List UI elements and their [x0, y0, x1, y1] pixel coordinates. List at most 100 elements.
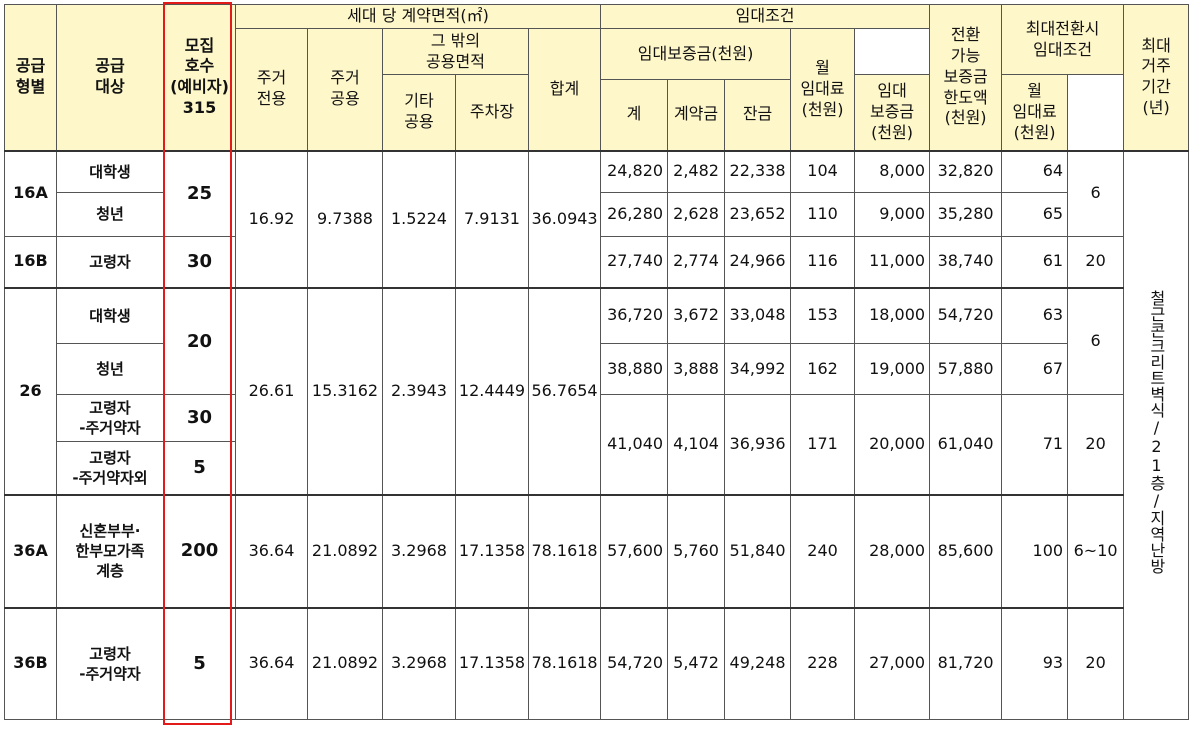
header-total-area: 합계 — [527, 28, 602, 151]
count-cell: 5 — [163, 441, 236, 495]
target-cell: 대학생 — [56, 149, 164, 193]
total-area-cell: 78.1618 — [527, 493, 602, 608]
header-deposit-contract: 계약금 — [667, 79, 726, 151]
deposit-total-cell: 26,280 — [600, 192, 669, 237]
header-deposit-total: 계 — [600, 79, 669, 151]
deposit-total-cell: 41,040 — [600, 394, 669, 495]
total-area-cell: 56.7654 — [527, 286, 602, 495]
header-deposit-group: 임대보증금(천원) — [600, 28, 792, 80]
count-cell: 200 — [163, 493, 236, 608]
res-common-cell: 15.3162 — [307, 286, 383, 495]
max-rent-cell: 67 — [1001, 343, 1069, 395]
monthly-rent-cell: 228 — [790, 606, 856, 720]
header-parking: 주차장 — [455, 74, 529, 151]
count-cell: 20 — [163, 286, 236, 395]
other-common-cell: 1.5224 — [382, 149, 456, 288]
rental-conditions-table: 공급 형별 공급 대상 모집 호수 (예비자) 315 세대 당 계약면적(㎡)… — [4, 4, 1190, 720]
header-conversion-limit: 전환 가능 보증금 한도액 (천원) — [929, 4, 1003, 151]
target-cell: 청년 — [56, 343, 164, 395]
deposit-contract-cell: 3,888 — [667, 343, 726, 395]
target-cell: 고령자 -주거약자 — [56, 394, 164, 442]
max-period-cell: 20 — [1067, 606, 1125, 720]
max-period-cell: 6~10 — [1067, 493, 1125, 608]
header-lease-group: 임대조건 — [600, 4, 931, 29]
header-res-common: 주거 공용 — [307, 28, 383, 151]
conversion-limit-cell: 27,000 — [854, 606, 931, 720]
conversion-limit-cell: 19,000 — [854, 343, 931, 395]
deposit-balance-cell: 34,992 — [724, 343, 792, 395]
res-exclusive-cell: 16.92 — [235, 149, 308, 288]
monthly-rent-cell: 240 — [790, 493, 856, 608]
max-period-cell: 6 — [1067, 286, 1125, 395]
total-area-cell: 78.1618 — [527, 606, 602, 720]
type-cell: 26 — [4, 286, 57, 495]
target-cell: 신혼부부· 한부모가족 계층 — [56, 493, 164, 608]
deposit-balance-cell: 24,966 — [724, 236, 792, 288]
deposit-total-cell: 27,740 — [600, 236, 669, 288]
deposit-contract-cell: 2,482 — [667, 149, 726, 193]
header-deposit-balance: 잔금 — [724, 79, 792, 151]
header-other-common: 기타 공용 — [382, 74, 456, 151]
res-common-cell: 21.0892 — [307, 606, 383, 720]
deposit-balance-cell: 49,248 — [724, 606, 792, 720]
monthly-rent-cell: 116 — [790, 236, 856, 288]
header-monthly-rent: 월 임대료 (천원) — [790, 28, 856, 151]
deposit-total-cell: 24,820 — [600, 149, 669, 193]
max-deposit-cell: 85,600 — [929, 493, 1003, 608]
count-cell: 30 — [163, 394, 236, 442]
res-exclusive-cell: 36.64 — [235, 606, 308, 720]
deposit-contract-cell: 5,760 — [667, 493, 726, 608]
monthly-rent-cell: 153 — [790, 286, 856, 344]
header-area-group: 세대 당 계약면적(㎡) — [234, 4, 602, 29]
deposit-balance-cell: 22,338 — [724, 149, 792, 193]
total-area-cell: 36.0943 — [527, 149, 602, 288]
max-rent-cell: 61 — [1001, 236, 1069, 288]
deposit-balance-cell: 33,048 — [724, 286, 792, 344]
max-period-cell: 20 — [1067, 394, 1125, 495]
count-cell: 25 — [163, 149, 236, 237]
other-common-cell: 2.3943 — [382, 286, 456, 495]
max-rent-cell: 93 — [1001, 606, 1069, 720]
parking-cell: 7.9131 — [455, 149, 529, 288]
deposit-balance-cell: 23,652 — [724, 192, 792, 237]
max-deposit-cell: 38,740 — [929, 236, 1003, 288]
count-cell: 5 — [163, 606, 236, 720]
deposit-total-cell: 54,720 — [600, 606, 669, 720]
conversion-limit-cell: 28,000 — [854, 493, 931, 608]
conversion-limit-cell: 8,000 — [854, 149, 931, 193]
deposit-contract-cell: 2,628 — [667, 192, 726, 237]
monthly-rent-cell: 171 — [790, 394, 856, 495]
structure-cell: 철근콘크리트벽식/21층/지역난방 — [1123, 149, 1190, 720]
conversion-limit-cell: 18,000 — [854, 286, 931, 344]
max-rent-cell: 64 — [1001, 149, 1069, 193]
header-recruit-count: 모집 호수 (예비자) 315 — [163, 4, 236, 151]
max-deposit-cell: 54,720 — [929, 286, 1003, 344]
other-common-cell: 3.2968 — [382, 606, 456, 720]
max-deposit-cell: 32,820 — [929, 149, 1003, 193]
monthly-rent-cell: 162 — [790, 343, 856, 395]
parking-cell: 17.1358 — [455, 493, 529, 608]
deposit-contract-cell: 3,672 — [667, 286, 726, 344]
res-common-cell: 9.7388 — [307, 149, 383, 288]
conversion-limit-cell: 9,000 — [854, 192, 931, 237]
deposit-total-cell: 38,880 — [600, 343, 669, 395]
max-rent-cell: 65 — [1001, 192, 1069, 237]
max-rent-cell: 71 — [1001, 394, 1069, 495]
header-supply-type: 공급 형별 — [4, 4, 57, 151]
header-res-exclusive: 주거 전용 — [235, 28, 308, 151]
header-max-conversion-group: 최대전환시 임대조건 — [1001, 4, 1125, 75]
count-cell: 30 — [163, 236, 236, 288]
parking-cell: 17.1358 — [455, 606, 529, 720]
header-other-common-group: 그 밖의 공용면적 — [382, 28, 529, 75]
res-exclusive-cell: 36.64 — [235, 493, 308, 608]
type-cell: 16B — [4, 236, 57, 288]
deposit-total-cell: 57,600 — [600, 493, 669, 608]
target-cell: 고령자 -주거약자 — [56, 606, 164, 720]
max-period-cell: 20 — [1067, 236, 1125, 288]
monthly-rent-cell: 104 — [790, 149, 856, 193]
deposit-contract-cell: 5,472 — [667, 606, 726, 720]
max-deposit-cell: 57,880 — [929, 343, 1003, 395]
header-supply-target: 공급 대상 — [56, 4, 164, 151]
max-rent-cell: 100 — [1001, 493, 1069, 608]
max-rent-cell: 63 — [1001, 286, 1069, 344]
